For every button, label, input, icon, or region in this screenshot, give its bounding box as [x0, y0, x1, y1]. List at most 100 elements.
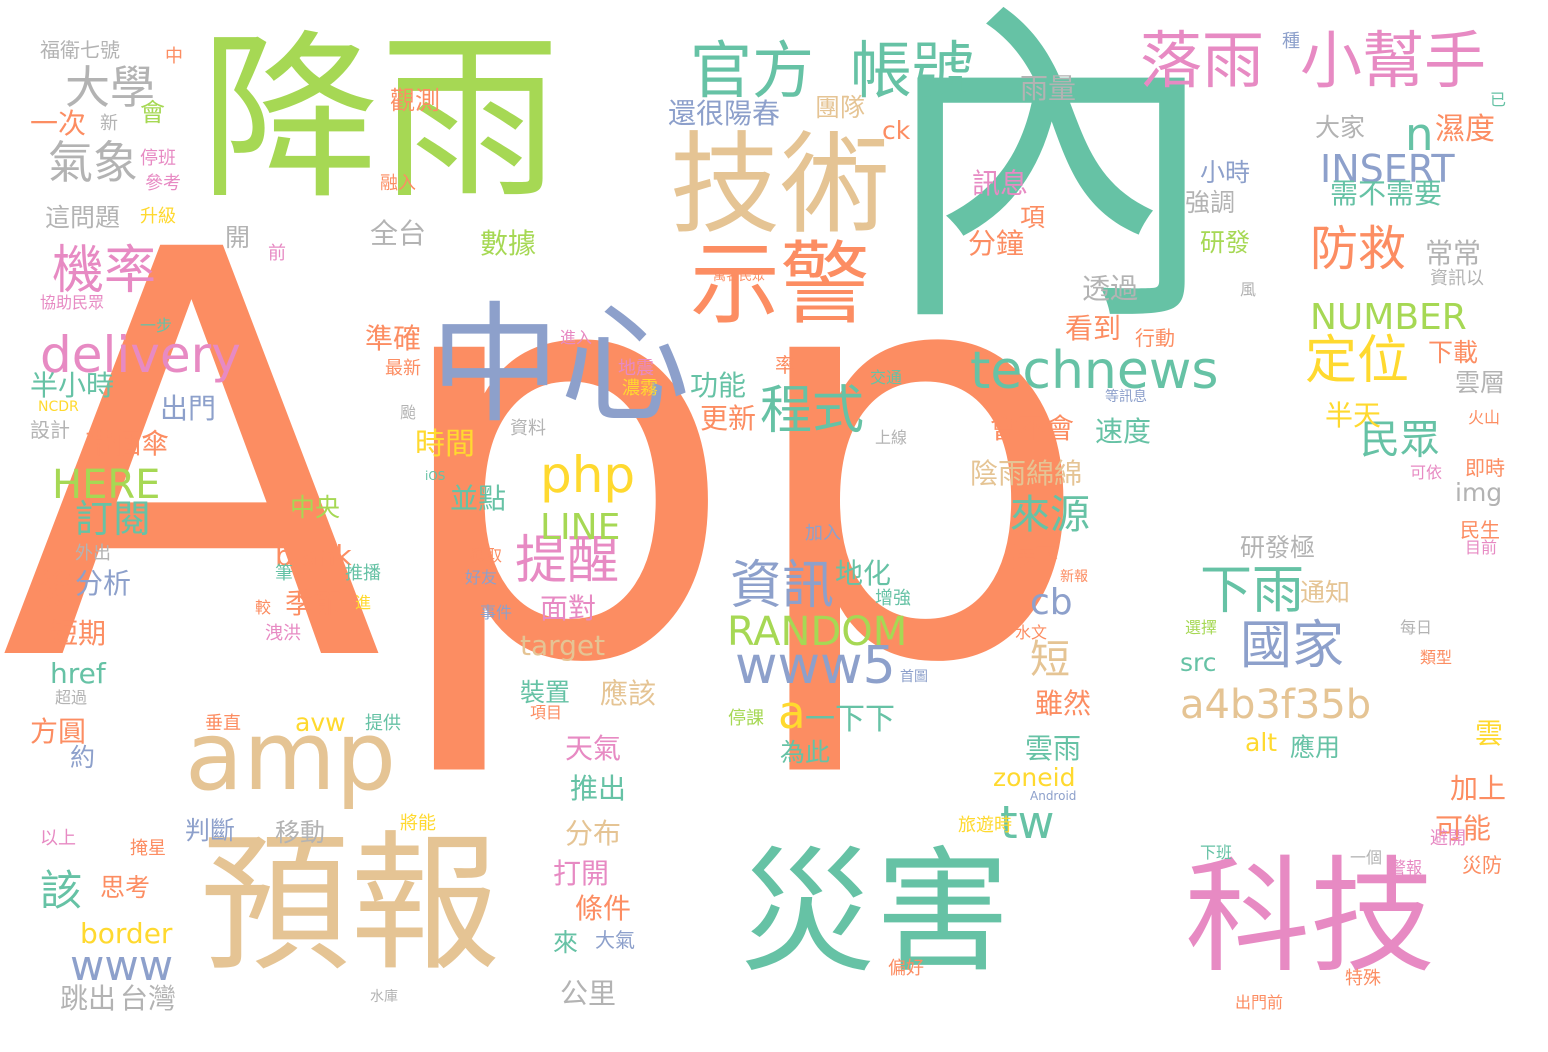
word-www: www — [70, 945, 173, 987]
word-jiaotong: 交通 — [870, 370, 902, 386]
word-guance: 觀測 — [390, 88, 440, 113]
word-chumen: 出門 — [160, 395, 216, 423]
word-yanxing: 掩星 — [130, 840, 166, 858]
word-huibuhui: 會不會 — [990, 415, 1074, 443]
word-ncdr: NCDR — [38, 400, 79, 414]
word-shijian: 時間 — [415, 430, 475, 460]
word-tongzhi: 通知 — [1300, 580, 1350, 605]
word-jilv: 機率 — [52, 245, 156, 297]
word-yinyumianmian: 陰雨綿綿 — [970, 460, 1082, 488]
word-zaifang: 災防 — [1462, 855, 1502, 875]
word-xiangmu: 項目 — [530, 705, 562, 721]
word-qiangdiao: 強調 — [1185, 190, 1235, 215]
word-zengqiang: 增強 — [875, 590, 911, 608]
word-xiehong: 洩洪 — [265, 625, 301, 643]
word-xinbao: 新報 — [1060, 570, 1088, 584]
word-jin: 進 — [355, 595, 371, 611]
word-banxiaoshi: 半小時 — [30, 372, 114, 400]
word-daqi: 大氣 — [595, 930, 635, 950]
word-miandui: 面對 — [540, 595, 596, 623]
word-jiashang: 加上 — [1450, 775, 1506, 803]
word-haoyou: 好友 — [465, 570, 497, 586]
word-chumenqian: 出門前 — [1235, 995, 1283, 1011]
word-jingbao: 警報 — [1390, 860, 1422, 876]
word-xiazai: 下載 — [1428, 340, 1478, 365]
word-gongneng: 功能 — [690, 372, 746, 400]
word-tiaojian: 條件 — [575, 895, 631, 923]
word-dizhen: 地震 — [618, 360, 654, 378]
word-zixunyi: 資訊以 — [1430, 270, 1484, 288]
word-dihua: 地化 — [835, 560, 891, 588]
word-php: php — [540, 450, 635, 500]
word-minsheng: 民生 — [1460, 520, 1500, 540]
word-yunceng: 雲層 — [1455, 370, 1505, 395]
word-bingdian: 並點 — [450, 485, 506, 513]
word-yibu: 一步 — [140, 318, 172, 334]
word-sikao: 思考 — [100, 875, 150, 900]
word-fangyuan: 方圓 — [30, 718, 86, 746]
word-yidong: 移動 — [275, 820, 325, 845]
word-hou: 後 — [35, 570, 77, 612]
word-qixiang: 氣象 — [48, 140, 138, 185]
word-chengshi: 程式 — [760, 385, 864, 437]
word-yun: 雲 — [1475, 720, 1503, 748]
word-n: n — [1405, 112, 1434, 157]
word-jishi: 即時 — [1465, 458, 1505, 478]
word-qian: 前 — [268, 245, 286, 263]
word-jiaru: 加入 — [805, 525, 841, 543]
word-shijing: 示警 — [690, 240, 870, 330]
word-cb: cb — [1030, 585, 1073, 621]
word-xiezhuminzhong: 協助民眾 — [40, 295, 104, 311]
word-duanqi: 短期 — [50, 620, 106, 648]
word-teshu: 特殊 — [1345, 970, 1381, 988]
word-bi: 筆 — [275, 565, 293, 583]
word-alt: alt — [1245, 730, 1277, 755]
word-daigesan: 帶個傘 — [85, 430, 169, 458]
word-a4b3f35b: a4b3f35b — [1180, 685, 1371, 725]
word-taiwan: 台灣 — [120, 985, 176, 1013]
word-guanfang: 官方 — [690, 40, 814, 102]
word-dingyue: 訂閱 — [75, 500, 151, 538]
word-tuandui: 團隊 — [815, 95, 865, 120]
word-sheji: 設計 — [30, 420, 70, 440]
word-yanfaji: 研發極 — [1240, 535, 1315, 560]
word-fangjiu: 防救 — [1310, 225, 1406, 273]
word-shoutu: 首圖 — [900, 670, 928, 684]
word-wanmingminzhong: 萬名民眾 — [713, 270, 765, 283]
word-huoshan: 火山 — [1468, 410, 1500, 426]
word-pianhao: 偏好 — [888, 960, 924, 978]
word-shuiku: 水庫 — [370, 990, 398, 1004]
word-shangxian: 上線 — [875, 430, 907, 446]
word-weici: 為此 — [780, 740, 830, 765]
word-zhongyang: 中央 — [290, 495, 340, 520]
word-lv: 率 — [775, 355, 795, 375]
word-yunyu: 雲雨 — [1025, 735, 1081, 763]
word-yanfa: 研發 — [1200, 230, 1250, 255]
word-gengxin: 更新 — [700, 405, 756, 433]
word-zhong: 中 — [165, 48, 183, 66]
word-zuixin: 最新 — [385, 360, 421, 378]
word-bikai: 避開 — [1430, 830, 1466, 848]
word-gongli: 公里 — [560, 980, 616, 1008]
word-dajia: 大家 — [1315, 115, 1365, 140]
word-dengxunxi: 等訊息 — [1105, 390, 1147, 404]
word-keyi: 可依 — [1410, 465, 1442, 481]
word-avw: avw — [295, 710, 346, 735]
word-android: Android — [1030, 790, 1076, 802]
word-technews: technews — [970, 345, 1219, 397]
word-muqian: 目前 — [1465, 540, 1497, 556]
word-xuanze: 選擇 — [1185, 620, 1217, 636]
word-cankao: 參考 — [145, 175, 181, 193]
word-fenzhong: 分鐘 — [968, 230, 1024, 258]
word-duan: 短 — [1030, 640, 1070, 680]
word-kai: 開 — [225, 225, 250, 250]
word-tuibo: 推播 — [345, 565, 381, 583]
word-quantai: 全台 — [370, 220, 426, 248]
word-zhuangzhi: 裝置 — [520, 680, 570, 705]
word-yishang: 以上 — [40, 830, 76, 848]
word-xubuxuyao: 需不需要 — [1330, 180, 1442, 208]
word-yixiaxia: 一下下 — [805, 705, 895, 735]
word-lvyoushi: 旅遊時 — [958, 817, 1012, 835]
word-yi: 已 — [1490, 92, 1506, 108]
